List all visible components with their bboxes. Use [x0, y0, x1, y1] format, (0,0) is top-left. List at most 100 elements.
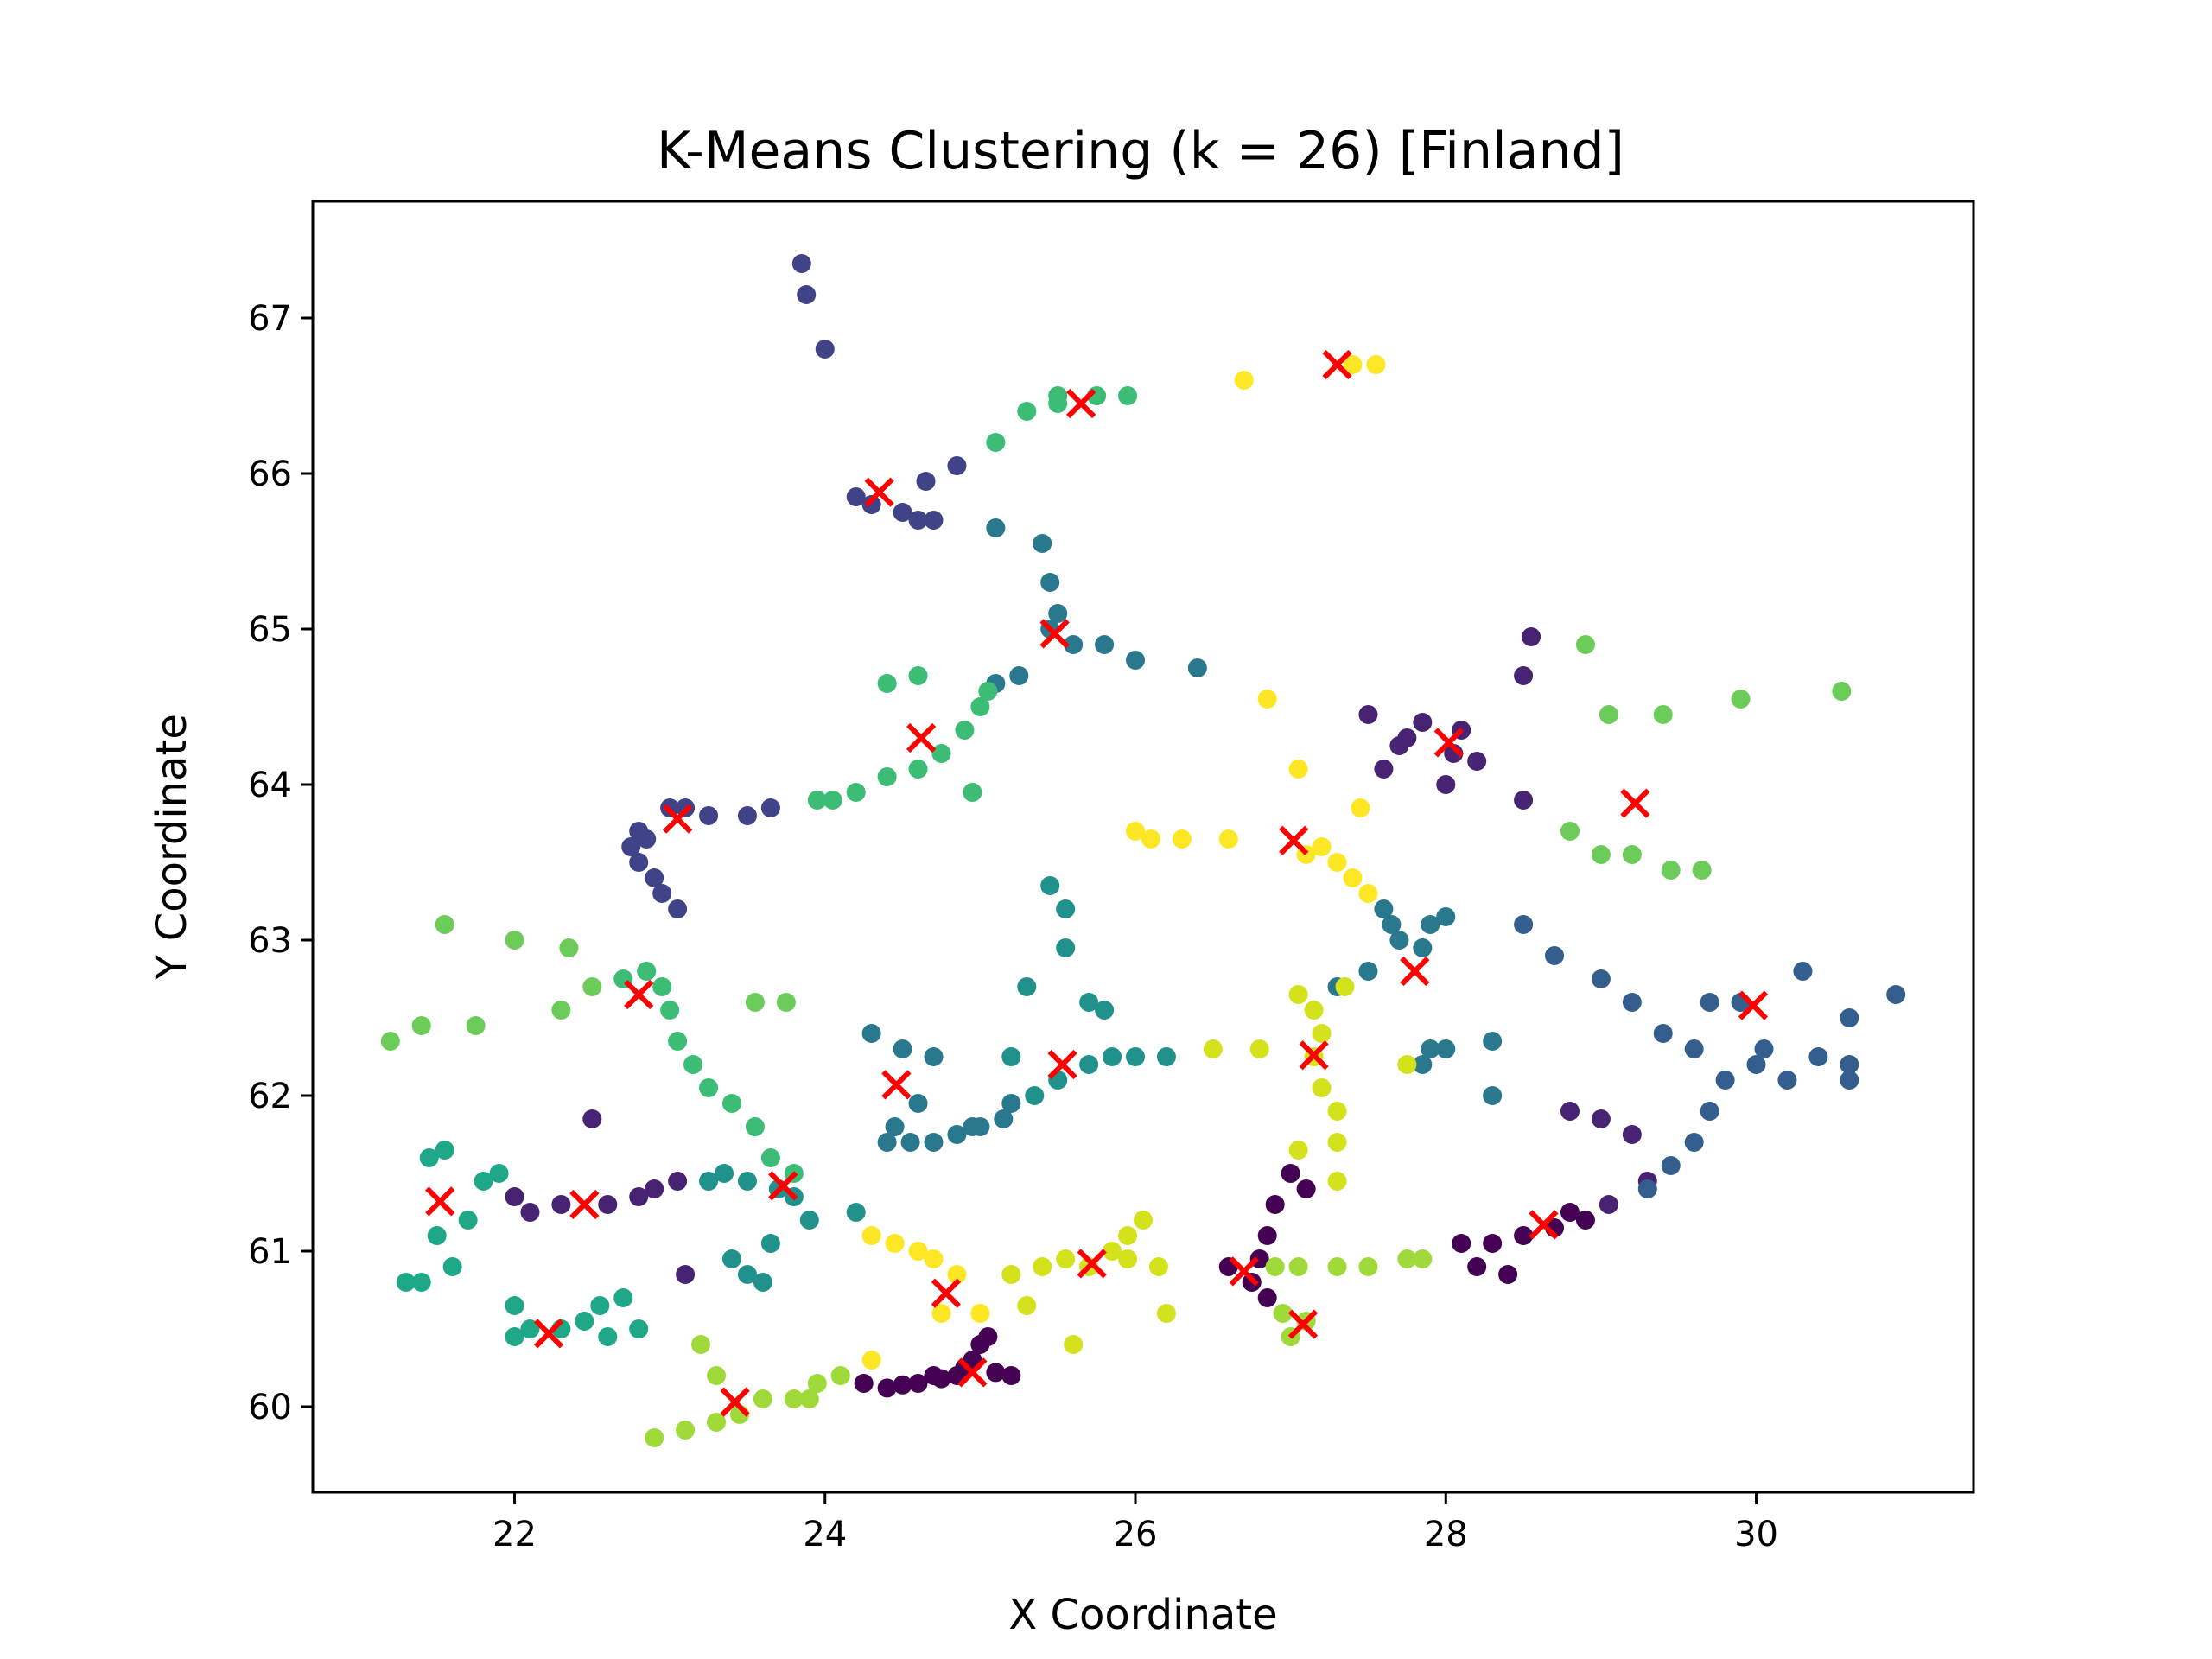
data-point: [520, 1203, 540, 1222]
data-point: [1358, 1257, 1378, 1276]
data-point: [1483, 1234, 1503, 1253]
data-point: [1009, 666, 1029, 685]
data-point: [1389, 931, 1409, 950]
data-point: [442, 1257, 462, 1276]
data-point: [1079, 993, 1099, 1012]
data-point: [947, 1265, 967, 1284]
data-point: [1327, 1133, 1347, 1152]
data-point: [1374, 760, 1394, 779]
data-point: [893, 1039, 912, 1058]
data-point: [1335, 977, 1355, 996]
data-point: [947, 1125, 967, 1144]
data-point: [1746, 1055, 1766, 1074]
plot-points: [380, 254, 1906, 1447]
data-point: [908, 511, 928, 530]
data-point: [1700, 1102, 1719, 1121]
data-point: [916, 472, 936, 491]
data-point: [877, 674, 897, 693]
data-point: [1514, 1226, 1534, 1245]
data-point: [1040, 573, 1060, 592]
data-point: [1056, 938, 1076, 957]
data-point: [1296, 1179, 1316, 1198]
data-point: [1351, 798, 1370, 817]
data-point: [924, 1366, 944, 1385]
data-point: [1498, 1265, 1518, 1284]
data-point: [1661, 861, 1681, 880]
centroid-marker: [1738, 990, 1769, 1020]
centroid-marker: [1047, 1049, 1077, 1080]
centroid-marker: [1229, 1256, 1259, 1287]
data-point: [1452, 1234, 1471, 1253]
data-point: [737, 1265, 757, 1284]
data-point: [1591, 1109, 1611, 1128]
data-point: [1172, 830, 1192, 849]
data-point: [1413, 1055, 1433, 1074]
centroid-marker: [425, 1186, 455, 1217]
data-point: [1358, 705, 1378, 724]
data-point: [760, 1148, 780, 1167]
data-point: [1304, 1001, 1324, 1020]
data-point: [1358, 962, 1378, 981]
data-point: [1134, 1211, 1153, 1230]
centroid-marker: [720, 1387, 750, 1417]
data-point: [1483, 1032, 1503, 1051]
data-point: [559, 938, 579, 957]
data-point: [598, 1327, 618, 1346]
data-point: [1591, 969, 1611, 988]
data-point: [1715, 1071, 1735, 1090]
data-point: [1622, 993, 1642, 1012]
data-point: [489, 1164, 509, 1183]
data-point: [1064, 635, 1084, 654]
data-point: [1095, 1001, 1115, 1020]
chart-title: K-Means Clustering (k = 26) [Finland]: [657, 121, 1624, 181]
data-point: [924, 1047, 944, 1066]
data-point: [970, 697, 990, 716]
data-point: [791, 254, 811, 273]
data-point: [1156, 1304, 1176, 1323]
data-point: [613, 1288, 633, 1307]
data-point: [994, 1109, 1014, 1128]
data-point: [699, 806, 719, 825]
data-point: [1095, 635, 1115, 654]
data-point: [1056, 899, 1076, 918]
data-point: [970, 1304, 990, 1323]
data-point: [760, 1234, 780, 1253]
data-point: [1343, 355, 1363, 374]
data-point: [1001, 1094, 1021, 1113]
data-point: [1591, 845, 1611, 864]
data-point: [893, 1375, 912, 1395]
data-point: [1700, 993, 1719, 1012]
data-point: [582, 977, 602, 996]
data-point: [629, 1319, 649, 1338]
centroid-marker: [864, 477, 894, 507]
x-tick-label: 22: [493, 1515, 537, 1554]
centroid-marker: [1287, 1309, 1319, 1339]
data-point: [1203, 1039, 1223, 1058]
y-axis: 60 61 62 63 64 65 66 67: [248, 299, 313, 1427]
data-point: [645, 1428, 664, 1447]
data-point: [466, 1016, 486, 1035]
data-point: [582, 1109, 602, 1128]
data-point: [924, 1249, 944, 1268]
data-point: [877, 767, 897, 786]
data-point: [645, 868, 664, 887]
data-point: [505, 1296, 524, 1315]
data-point: [683, 1055, 703, 1074]
data-point: [435, 915, 454, 934]
data-point: [629, 1187, 649, 1206]
data-point: [846, 487, 866, 506]
data-point: [900, 1133, 920, 1152]
centroid-marker: [1066, 388, 1096, 419]
data-point: [1436, 907, 1456, 926]
data-point: [1040, 876, 1060, 895]
data-point: [893, 503, 912, 522]
data-point: [797, 285, 817, 304]
data-point: [1257, 1288, 1277, 1307]
centroid-marker: [906, 722, 937, 753]
y-axis-label: Y Coordinate: [148, 714, 196, 981]
centroid-marker: [957, 1357, 988, 1388]
data-point: [815, 340, 835, 359]
data-point: [652, 977, 672, 996]
data-point: [1103, 1242, 1122, 1261]
